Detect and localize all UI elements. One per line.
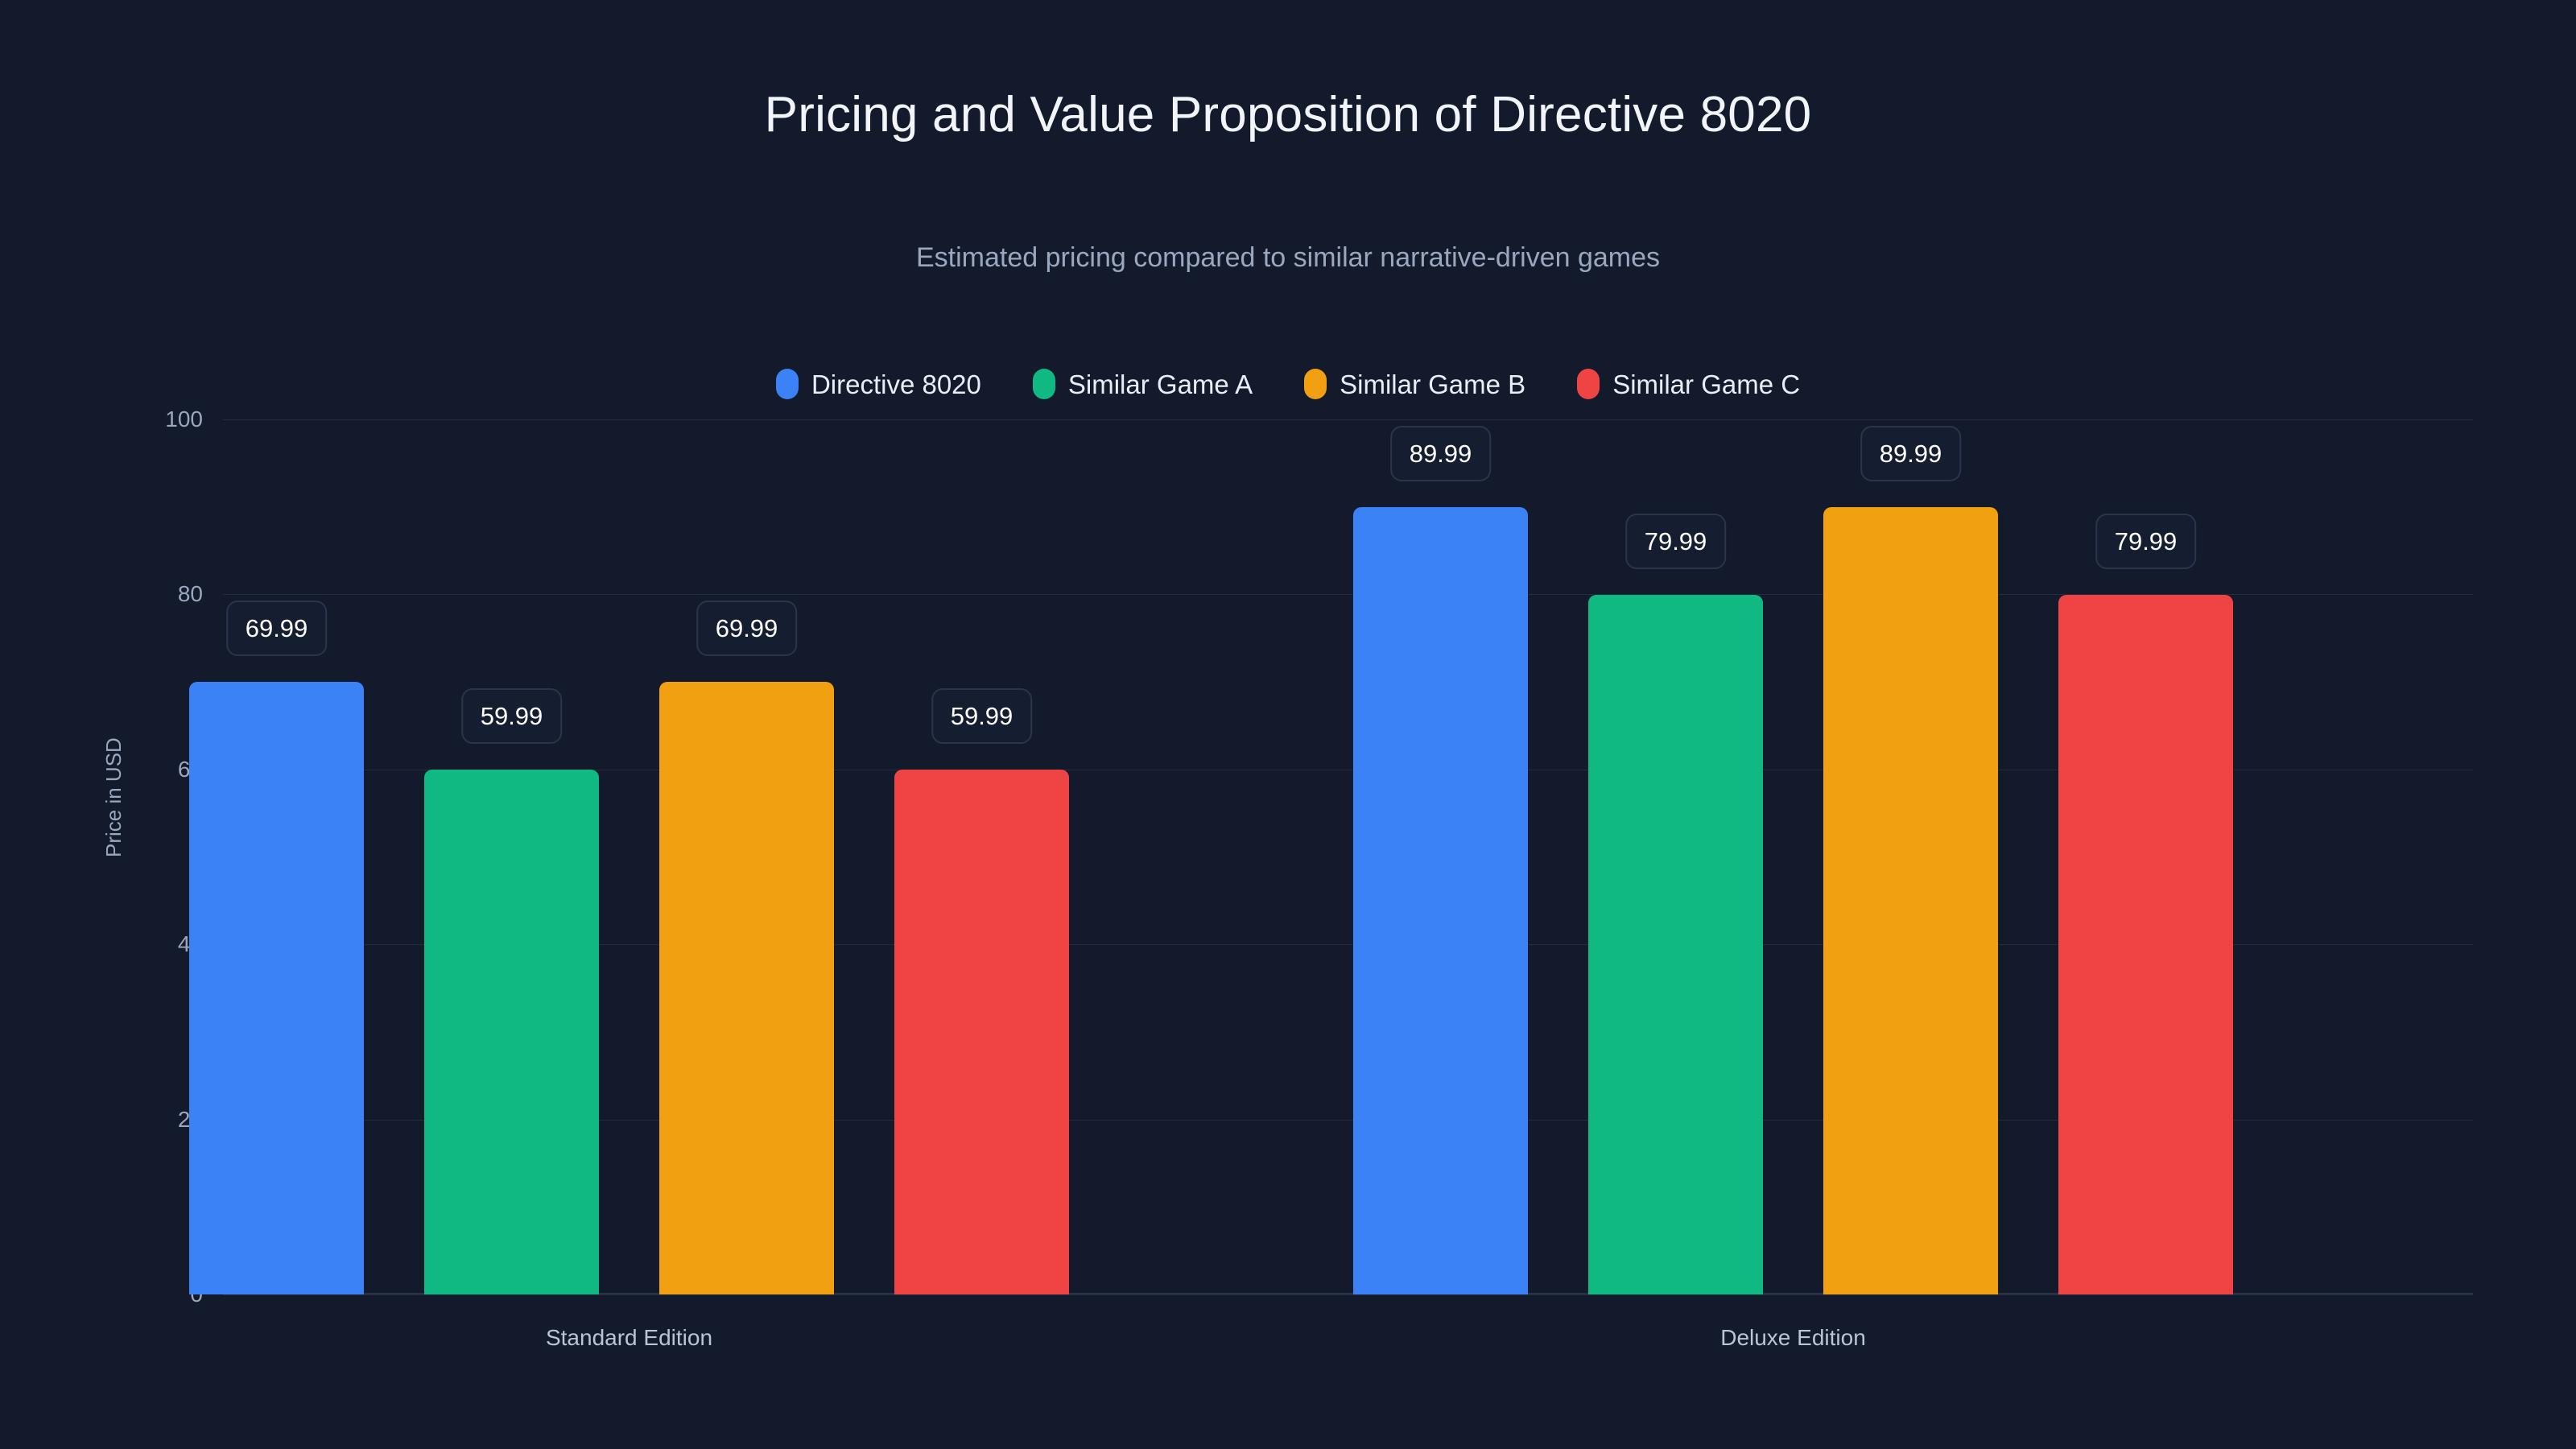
legend-label: Directive 8020 <box>811 369 981 399</box>
bar[interactable] <box>1588 594 1763 1294</box>
y-axis-tick-label: 60 <box>106 758 203 781</box>
gridline <box>223 1119 2473 1121</box>
bar[interactable] <box>1353 506 1528 1294</box>
legend-label: Similar Game C <box>1612 369 1801 399</box>
legend-item[interactable]: Similar Game A <box>1032 369 1253 399</box>
x-axis-line <box>223 1293 2473 1294</box>
bar-value-label: 59.99 <box>460 687 563 744</box>
gridline <box>223 1294 2473 1295</box>
bar-value-label: 79.99 <box>1624 513 1727 569</box>
y-axis-tick-label: 20 <box>106 1108 203 1131</box>
y-axis-tick-label: 40 <box>106 933 203 956</box>
bar-value-label: 89.99 <box>1389 425 1492 481</box>
legend-swatch-icon <box>1032 369 1055 399</box>
legend-label: Similar Game B <box>1340 369 1526 399</box>
bar-value-label: 79.99 <box>2095 513 2197 569</box>
bar[interactable] <box>424 769 599 1294</box>
legend-item[interactable]: Directive 8020 <box>775 369 981 399</box>
bar-value-label: 89.99 <box>1860 425 1962 481</box>
gridline <box>223 594 2473 596</box>
legend-swatch-icon <box>1304 369 1327 399</box>
legend-swatch-icon <box>1577 369 1600 399</box>
bar-value-label: 59.99 <box>931 687 1033 744</box>
bar[interactable] <box>659 682 834 1294</box>
y-axis-tick-label: 80 <box>177 581 203 607</box>
bar[interactable] <box>1823 506 1998 1294</box>
chart-legend: Directive 8020 Similar Game A Similar Game… <box>0 369 2576 399</box>
x-axis-category-label: Deluxe Edition <box>1720 1325 1866 1350</box>
gridline <box>223 944 2473 946</box>
gridline <box>223 419 2473 420</box>
bar-value-label: 69.99 <box>696 601 798 657</box>
x-axis-category-label: Standard Edition <box>545 1325 713 1350</box>
bar[interactable] <box>894 769 1069 1294</box>
bar[interactable] <box>189 682 364 1294</box>
chart-subtitle: Estimated pricing compared to similar na… <box>915 242 1661 273</box>
chart-title: Pricing and Value Proposition of Directi… <box>764 87 1812 142</box>
bar-value-label: 69.99 <box>225 601 328 657</box>
y-axis-tick-label: 0 <box>106 1283 203 1306</box>
legend-item[interactable]: Similar Game B <box>1304 369 1525 399</box>
legend-swatch-icon <box>775 369 799 399</box>
y-axis-title: Price in USD <box>101 737 126 857</box>
y-axis-tick-label: 100 <box>165 407 203 431</box>
legend-item[interactable]: Similar Game C <box>1577 369 1800 399</box>
plot-area: 69.99 59.99 69.99 59.99 89.99 79.99 89.99 79.99 <box>189 419 2473 1295</box>
legend-label: Similar Game A <box>1067 369 1253 399</box>
bar[interactable] <box>2058 594 2233 1294</box>
